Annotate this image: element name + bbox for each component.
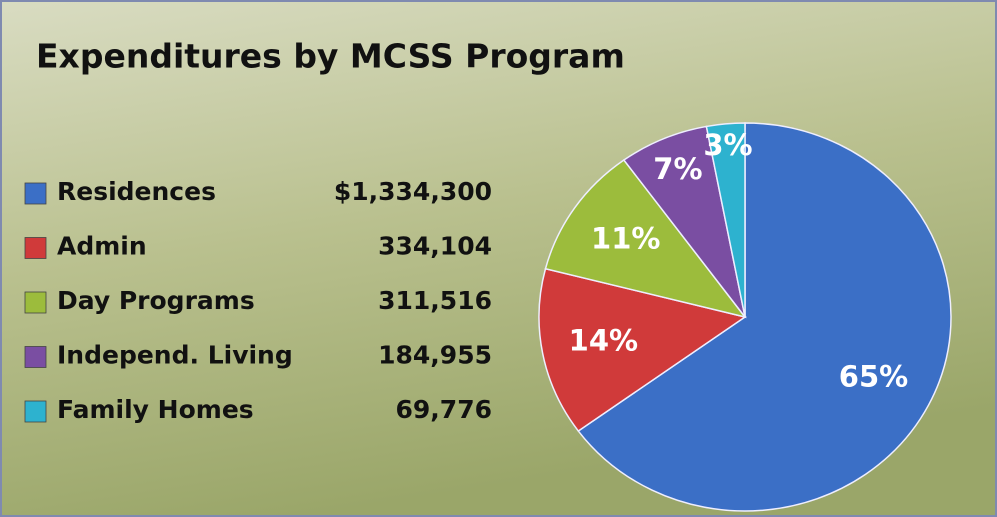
page: Expenditures by MCSS Program 65% 14% 11% 7%…	[0, 0, 997, 517]
legend-swatch	[25, 183, 46, 204]
legend-swatch	[25, 401, 46, 422]
legend-amount: 184,955	[378, 341, 492, 370]
slice-label: 65%	[839, 360, 908, 394]
legend-amount: 311,516	[378, 286, 492, 315]
legend-label: Day Programs	[57, 286, 255, 315]
chart-title: Expenditures by MCSS Program	[36, 37, 625, 76]
legend-amount: 69,776	[396, 395, 492, 424]
slice-label: 11%	[591, 222, 660, 256]
chart: Expenditures by MCSS Program 65% 14% 11% 7%…	[0, 0, 997, 517]
slice-label: 7%	[653, 152, 702, 186]
legend-amount: 334,104	[378, 232, 492, 261]
legend-swatch	[25, 292, 46, 313]
legend-amount: $1,334,300	[334, 177, 492, 206]
legend-label: Independ. Living	[57, 341, 293, 370]
legend-label: Family Homes	[57, 395, 254, 424]
legend-swatch	[25, 238, 46, 259]
legend-label: Residences	[57, 177, 216, 206]
slice-label: 14%	[569, 323, 638, 357]
legend-swatch	[25, 347, 46, 368]
slice-label: 3%	[703, 128, 752, 162]
legend-label: Admin	[57, 232, 147, 261]
